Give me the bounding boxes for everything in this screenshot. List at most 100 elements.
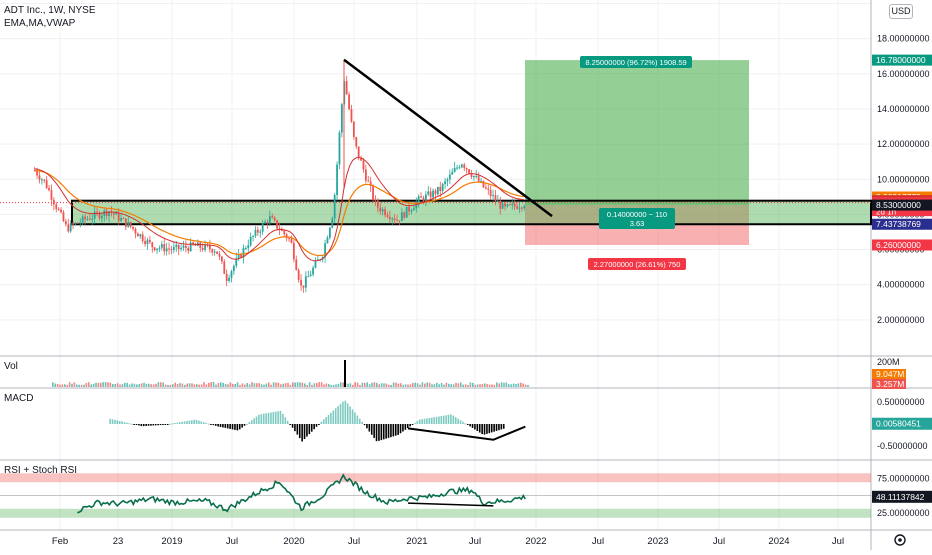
volume-bar bbox=[222, 382, 224, 387]
candle-body bbox=[384, 209, 386, 216]
macd-bar bbox=[354, 412, 356, 424]
macd-bar bbox=[454, 417, 457, 424]
candle-body bbox=[45, 180, 48, 188]
candle-body bbox=[513, 203, 516, 207]
macd-bar bbox=[296, 424, 299, 435]
volume-bar bbox=[260, 384, 263, 387]
macd-bar bbox=[169, 423, 171, 425]
volume-bar bbox=[80, 384, 83, 387]
volume-bar bbox=[140, 383, 143, 387]
volume-bar bbox=[52, 382, 54, 387]
candle-body bbox=[511, 203, 514, 205]
candle-body bbox=[153, 247, 156, 251]
candle-body bbox=[172, 246, 175, 250]
settings-icon[interactable] bbox=[894, 534, 906, 546]
volume-bar bbox=[450, 384, 452, 387]
volume-bar bbox=[486, 384, 488, 387]
macd-bar bbox=[258, 414, 260, 424]
macd-bar bbox=[464, 423, 467, 425]
candle-body bbox=[309, 274, 312, 277]
volume-bar bbox=[256, 383, 258, 387]
macd-bar bbox=[356, 415, 359, 424]
candle-body bbox=[345, 81, 348, 95]
macd-bar bbox=[130, 423, 133, 425]
candle-body bbox=[271, 216, 274, 218]
macd-bar bbox=[502, 424, 505, 429]
candle-body bbox=[81, 216, 84, 223]
macd-bar bbox=[267, 412, 270, 424]
candle-body bbox=[484, 187, 487, 189]
volume-bar bbox=[191, 383, 193, 387]
volume-bar bbox=[445, 382, 448, 387]
macd-bar bbox=[238, 424, 241, 430]
macd-bar bbox=[210, 424, 212, 425]
candle-body bbox=[264, 221, 266, 224]
rsi-divergence-line bbox=[407, 502, 494, 507]
candle-body bbox=[328, 227, 331, 238]
macd-tag-value: 0.00580451 bbox=[876, 419, 921, 429]
volume-bar bbox=[205, 384, 208, 387]
currency-badge[interactable]: USD bbox=[889, 4, 913, 19]
volume-bar bbox=[181, 383, 184, 387]
volume-bar bbox=[440, 383, 443, 387]
volume-bar bbox=[270, 384, 272, 387]
candle-body bbox=[283, 230, 286, 235]
volume-bar bbox=[457, 383, 460, 387]
candle-body bbox=[492, 195, 494, 197]
candle-body bbox=[40, 179, 43, 181]
indicators-legend[interactable]: EMA,MA,VWAP bbox=[4, 18, 76, 29]
candle-body bbox=[254, 229, 257, 236]
macd-bar bbox=[301, 424, 303, 442]
candle-body bbox=[208, 245, 211, 250]
candle-body bbox=[64, 221, 67, 225]
macd-bar bbox=[330, 412, 332, 424]
volume-bar bbox=[179, 383, 181, 387]
volume-bar bbox=[83, 384, 85, 387]
macd-bar bbox=[481, 424, 483, 435]
candle-body bbox=[405, 206, 408, 218]
macd-bar bbox=[219, 424, 222, 427]
candle-body bbox=[432, 190, 434, 198]
candle-body bbox=[338, 132, 341, 165]
volume-bar bbox=[210, 382, 212, 387]
volume-bar bbox=[109, 382, 112, 387]
candle-body bbox=[470, 173, 473, 177]
macd-bar bbox=[385, 424, 387, 439]
candle-body bbox=[69, 223, 72, 232]
candle-body bbox=[223, 261, 226, 274]
candle-body bbox=[187, 247, 190, 252]
candle-body bbox=[182, 245, 185, 248]
volume-bar bbox=[460, 382, 462, 387]
macd-bar bbox=[459, 420, 462, 424]
macd-bar bbox=[142, 424, 145, 427]
volume-bar bbox=[452, 384, 455, 387]
candle-body bbox=[520, 207, 523, 209]
macd-bar bbox=[430, 417, 433, 424]
macd-bar bbox=[498, 424, 500, 431]
candle-body bbox=[523, 206, 526, 209]
macd-bar bbox=[438, 416, 440, 424]
candle-body bbox=[141, 234, 144, 242]
candle-body bbox=[276, 220, 278, 229]
candle-body bbox=[420, 196, 422, 198]
macd-bar bbox=[322, 419, 325, 424]
time-axis-label: 2019 bbox=[161, 536, 182, 547]
candle-body bbox=[86, 218, 89, 220]
candle-body bbox=[297, 270, 300, 280]
rsi-axis-label: 75.00000000 bbox=[877, 473, 930, 483]
volume-bar bbox=[484, 383, 486, 387]
candle-body bbox=[129, 222, 132, 227]
macd-axis-label: 0.50000000 bbox=[877, 397, 925, 407]
macd-bar bbox=[200, 421, 203, 424]
candle-body bbox=[487, 188, 490, 190]
macd-bar bbox=[325, 417, 327, 424]
price-tick-label: 14.00000000 bbox=[877, 104, 930, 114]
macd-histogram bbox=[109, 400, 505, 442]
volume-bar bbox=[476, 384, 479, 387]
candle-body bbox=[412, 208, 415, 211]
macd-bar bbox=[181, 421, 183, 424]
volume-bar bbox=[380, 383, 383, 387]
volume-spike-bar bbox=[344, 360, 346, 387]
